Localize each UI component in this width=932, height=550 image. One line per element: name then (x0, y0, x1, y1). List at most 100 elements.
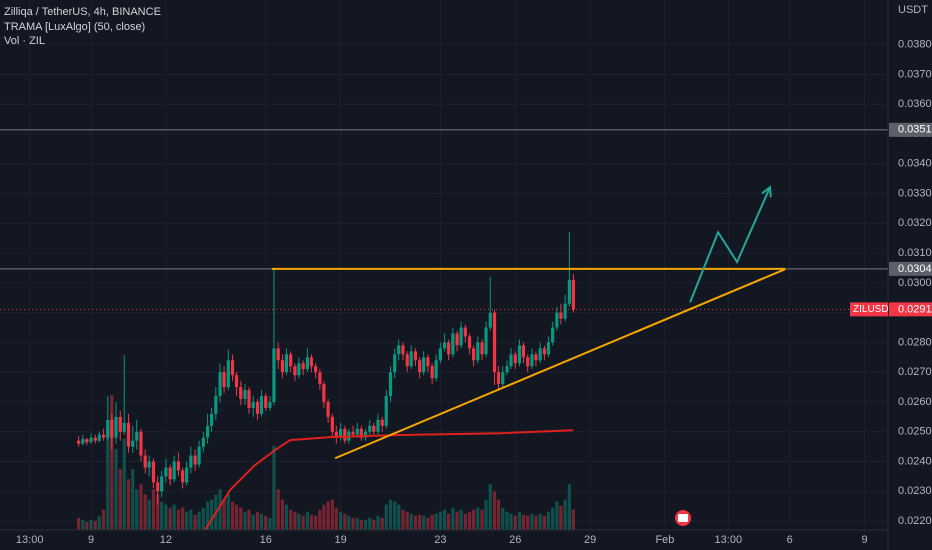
candle-body (110, 419, 114, 438)
volume-bar (401, 509, 405, 530)
volume-bar (484, 499, 488, 530)
candle-body (509, 354, 513, 367)
volume-bar (471, 509, 476, 530)
candle-body (492, 312, 497, 373)
candle-body (168, 467, 172, 480)
candle-body (376, 419, 380, 432)
volume-bar (334, 507, 338, 530)
volume-bar (181, 507, 185, 530)
volume-bar (521, 514, 526, 530)
candle-body (276, 348, 280, 361)
candle-body (97, 434, 101, 441)
candle-body (280, 360, 285, 373)
volume-bar (101, 509, 106, 530)
volume-bar (97, 515, 101, 530)
volume-bar (451, 507, 455, 530)
volume-bar (176, 509, 180, 530)
candle-body (239, 387, 243, 399)
volume-bar (571, 509, 575, 530)
volume-bar (546, 511, 551, 530)
x-tick-label: 12 (160, 534, 172, 546)
candle-body (363, 431, 368, 438)
volume-bar (172, 504, 176, 530)
volume-bar (351, 517, 355, 530)
volume-bar (330, 499, 334, 530)
candle-body (326, 401, 330, 417)
candle-body (218, 372, 222, 397)
volume-bar (76, 517, 81, 530)
candle-body (289, 354, 293, 367)
volume-bar (430, 514, 434, 530)
volume-bar (197, 511, 201, 530)
volume-bar (193, 514, 197, 530)
candle-body (156, 482, 160, 492)
candle-body (284, 354, 289, 373)
candle-body (268, 401, 272, 408)
arrow-head (761, 185, 772, 198)
candle-body (122, 422, 126, 432)
candle-body (126, 422, 131, 447)
volume-bar (247, 509, 251, 530)
volume-bar (143, 494, 147, 530)
candle-body (530, 354, 534, 367)
volume-bar (443, 509, 447, 530)
candle-body (430, 366, 434, 379)
candle-body (409, 351, 413, 367)
volume-bar (359, 519, 363, 530)
volume-bar (305, 511, 309, 530)
candle-body (209, 413, 214, 426)
volume-bar (289, 509, 293, 530)
volume-bar (268, 517, 272, 530)
drawing-line (334, 268, 786, 460)
candle-body (401, 345, 405, 355)
symbol-title: Zilliqa / TetherUS, 4h, BINANCE (4, 6, 161, 18)
volume-bar (343, 513, 347, 530)
candle-body (164, 467, 168, 477)
volume-bar (272, 445, 276, 530)
volume-bar (122, 438, 126, 530)
candle-body (555, 312, 559, 328)
candle-body (351, 431, 355, 435)
candle-body (314, 366, 318, 373)
candle-body (334, 431, 338, 438)
volume-bar (517, 511, 522, 530)
candle-body (517, 345, 522, 364)
candle-body (393, 354, 397, 373)
x-tick-label: 13:00 (715, 534, 743, 546)
volume-bar (218, 489, 222, 530)
event-icon-flag[interactable] (678, 514, 688, 522)
candle-body (201, 437, 205, 447)
candle-body (76, 440, 81, 444)
candle-body (230, 360, 235, 376)
volume-bar (284, 504, 289, 530)
candle-body (189, 455, 193, 468)
volume-bar (380, 517, 384, 530)
candle-body (85, 439, 89, 443)
volume-bar (459, 509, 463, 530)
volume-bar (372, 519, 376, 530)
volume-bar (501, 507, 505, 530)
volume-bar (567, 484, 571, 530)
volume-bar (322, 504, 326, 530)
candle-body (251, 401, 255, 408)
volume-bar (147, 499, 151, 530)
volume-bar (185, 511, 189, 530)
x-tick-label: 9 (861, 534, 867, 546)
candle-body (193, 455, 197, 465)
candle-body (197, 446, 201, 465)
candle-body (147, 461, 151, 468)
volume-bar (438, 511, 442, 530)
volume-bar (314, 515, 318, 530)
candle-body (447, 342, 451, 355)
volume-bar (513, 515, 517, 530)
event-icon[interactable] (675, 510, 691, 526)
volume-bar (189, 509, 193, 530)
trama-line (204, 429, 574, 530)
candle-body (463, 327, 467, 337)
last-price-box (889, 302, 932, 317)
